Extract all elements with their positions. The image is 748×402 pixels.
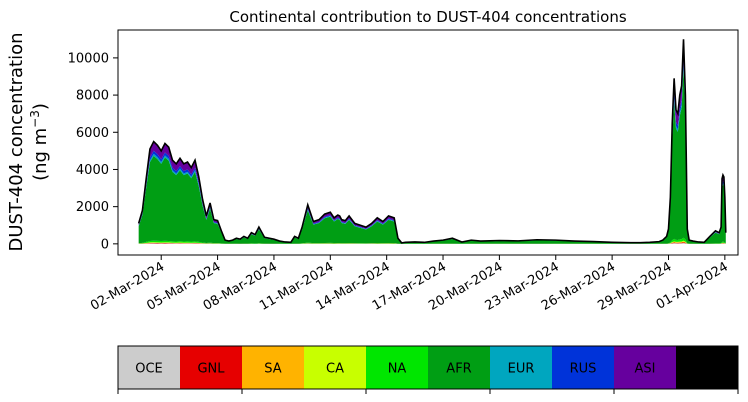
y-axis-label: DUST-404 concentration (ng m−3) — [6, 32, 51, 251]
colorbar-label-ca: CA — [326, 362, 344, 377]
y-axis-label-line1: DUST-404 concentration — [6, 32, 27, 251]
colorbar-label-rus: RUS — [570, 362, 597, 377]
colorbar-swatch-gnl — [180, 346, 243, 389]
stacked-areas — [138, 39, 726, 244]
area-oce — [138, 243, 726, 244]
y-axis-label-line2: (ng m−3) — [28, 103, 51, 181]
y-tick-label: 8000 — [76, 89, 109, 104]
colorbar-label-eur: EUR — [508, 362, 535, 377]
area-eur — [138, 63, 726, 244]
y-tick-label: 6000 — [76, 126, 109, 141]
colorbar-label-gnl: GNL — [197, 362, 225, 377]
colorbar-swatch-na — [366, 346, 429, 389]
colorbar-swatch-aus — [676, 346, 739, 389]
colorbar-swatch-afr — [428, 346, 491, 389]
colorbar-label-afr: AFR — [446, 362, 471, 377]
y-axis: 0 2000 4000 6000 8000 10000 — [68, 51, 118, 252]
colorbar-swatch-ca — [304, 346, 367, 389]
total-line — [137, 39, 727, 244]
colorbar-swatch-sa — [242, 346, 305, 389]
chart-title: Continental contribution to DUST-404 con… — [229, 8, 626, 26]
colorbar-swatch-rus — [552, 346, 615, 389]
colorbar-label-asi: ASI — [635, 362, 656, 377]
area-rus — [138, 57, 726, 244]
colorbar-swatch-asi — [614, 346, 677, 389]
colorbar-label-oce: OCE — [135, 362, 163, 377]
colorbar-label-sa: SA — [264, 362, 281, 377]
colorbar-label-aus: AUS — [694, 362, 721, 377]
y-tick-label: 4000 — [76, 163, 109, 178]
y-tick-label: 10000 — [68, 51, 109, 66]
colorbar-label-na: NA — [388, 362, 407, 377]
colorbar-swatch-eur — [490, 346, 553, 389]
colorbar-swatch-oce — [118, 346, 181, 389]
y-tick-label: 0 — [101, 237, 109, 252]
y-tick-label: 2000 — [76, 200, 109, 215]
x-axis: 02-Mar-202405-Mar-202408-Mar-202411-Mar-… — [88, 255, 731, 314]
plot-frame — [117, 29, 739, 256]
colorbar-frame — [117, 345, 739, 390]
area-asi — [138, 39, 726, 243]
continent-colorbar: OCE GNL SA CA NA AFR EUR RUS ASI AUS — [117, 345, 739, 394]
area-afr — [138, 67, 726, 244]
